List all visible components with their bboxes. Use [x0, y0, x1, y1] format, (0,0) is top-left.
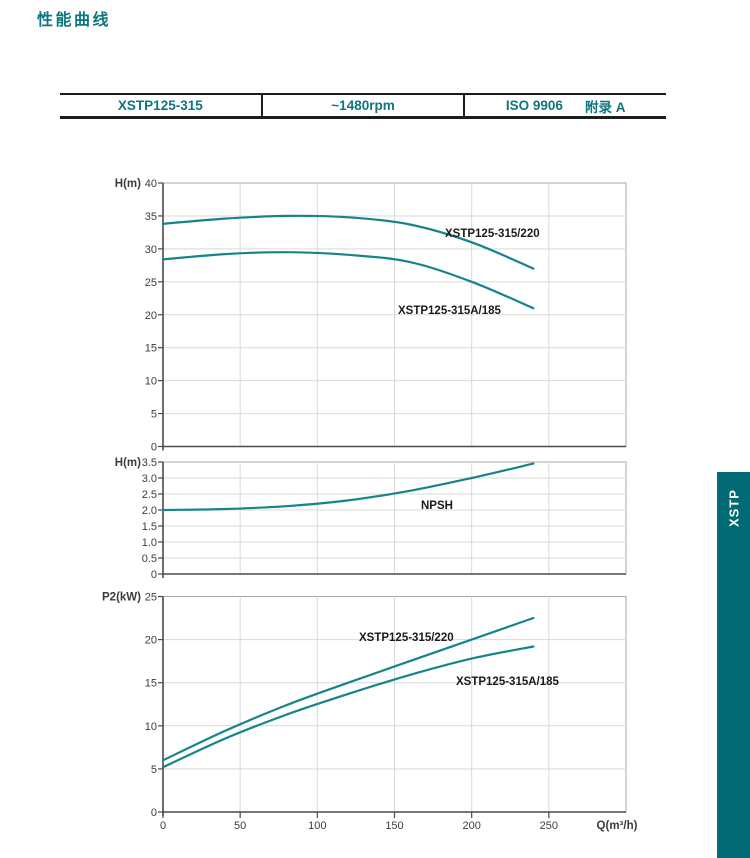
- series-side-tab: XSTP: [717, 472, 750, 858]
- y-tick-label: 20: [145, 635, 157, 647]
- y-tick-label: 0: [151, 442, 157, 454]
- y-tick-label: 3.5: [142, 457, 157, 469]
- spec-standard-code: ISO 9906: [505, 98, 563, 113]
- curve-label-xstp125-315-220: XSTP125-315/220: [359, 632, 454, 644]
- x-tick-label: 250: [540, 820, 558, 832]
- series-side-tab-label: XSTP: [726, 489, 741, 527]
- y-tick-label: 25: [145, 592, 157, 604]
- spec-model-cell: XSTP125-315: [117, 98, 203, 113]
- y-axis-ticks: 0 5 10 15 20 25: [145, 592, 163, 819]
- curve-xstp125-315a-185: [161, 251, 535, 310]
- x-tick-label: 150: [385, 820, 403, 832]
- chart-npsh-curve: 0 0.5 1.0 1.5 2.0 2.5 3.0 3.5H(m) NPSH: [115, 457, 627, 581]
- y-axis-title: P2(kW): [102, 592, 141, 604]
- curve-label-npsh: NPSH: [421, 500, 453, 512]
- y-tick-label: 5: [151, 409, 157, 421]
- horizontal-gridlines: [163, 215, 626, 415]
- x-tick-label: 50: [234, 820, 246, 832]
- spec-standard-cell: ISO 9906 附录 A: [463, 95, 666, 116]
- y-tick-label: 35: [145, 211, 157, 223]
- x-axis-title: Q(m³/h): [597, 820, 638, 832]
- curve-xstp125-315a-185: [161, 645, 535, 769]
- y-tick-label: 0.5: [142, 553, 157, 565]
- x-tick-label: 200: [462, 820, 480, 832]
- curve-npsh: [161, 462, 535, 512]
- y-tick-label: 15: [145, 343, 157, 355]
- curve-xstp125-315-220: [161, 214, 535, 270]
- y-tick-label: 40: [145, 178, 157, 190]
- y-tick-label: 3.0: [142, 473, 157, 485]
- curve-label-xstp125-315a-185: XSTP125-315A/185: [398, 305, 502, 317]
- y-axis-ticks: 0 0.5 1.0 1.5 2.0 2.5 3.0 3.5: [142, 457, 163, 581]
- y-tick-label: 30: [145, 244, 157, 256]
- y-axis-ticks: 0 5 10 15 20 25 30 35 40: [145, 178, 163, 454]
- y-tick-label: 2.0: [142, 505, 157, 517]
- y-tick-label: 20: [145, 310, 157, 322]
- curve-label-xstp125-315-220: XSTP125-315/220: [445, 228, 540, 240]
- curve-xstp125-315-220: [161, 616, 535, 762]
- y-tick-label: 15: [145, 678, 157, 690]
- y-tick-label: 10: [145, 376, 157, 388]
- x-tick-label: 0: [160, 820, 166, 832]
- y-tick-label: 1.5: [142, 521, 157, 533]
- y-tick-label: 0: [151, 569, 157, 581]
- page-title: 性能曲线: [37, 12, 112, 29]
- chart-head-curves: 0 5 10 15 20 25 30 35 40 H(m) XSTP125-315/220 XSTP1…: [115, 178, 627, 454]
- horizontal-gridlines: [163, 639, 626, 770]
- curve-label-xstp125-315a-185: XSTP125-315A/185: [456, 676, 560, 688]
- vertical-gridlines: [239, 462, 550, 574]
- y-axis-title: H(m): [115, 178, 141, 190]
- y-tick-label: 0: [151, 807, 157, 819]
- spec-standard-annex: 附录 A: [584, 99, 626, 115]
- y-tick-label: 5: [151, 764, 157, 776]
- y-tick-label: 10: [145, 721, 157, 733]
- x-axis-ticks: 0 50 100 150 200 250: [160, 812, 558, 832]
- spec-speed-cell: ~1480rpm: [260, 95, 464, 116]
- spec-table: XSTP125-315 ~1480rpm ISO 9906 附录 A: [60, 93, 666, 119]
- chart-power-curves: 0 5 10 15 20 25 P2(kW) XSTP125-315/220 XSTP125-3…: [102, 592, 638, 833]
- y-axis-title: H(m): [115, 457, 141, 469]
- y-tick-label: 2.5: [142, 489, 157, 501]
- y-tick-label: 25: [145, 277, 157, 289]
- x-tick-label: 100: [308, 820, 326, 832]
- y-tick-label: 1.0: [142, 537, 157, 549]
